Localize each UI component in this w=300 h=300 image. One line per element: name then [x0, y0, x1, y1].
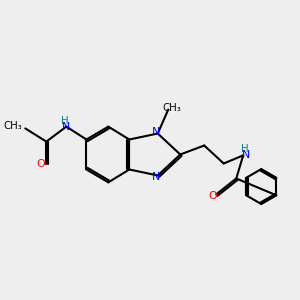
- Text: O: O: [37, 159, 45, 170]
- Text: N: N: [152, 172, 160, 182]
- Text: O: O: [208, 191, 217, 201]
- Text: H: H: [61, 116, 69, 126]
- Text: N: N: [242, 150, 250, 161]
- Text: CH₃: CH₃: [163, 103, 181, 113]
- Text: CH₃: CH₃: [4, 121, 22, 131]
- Text: N: N: [62, 122, 70, 132]
- Text: N: N: [152, 127, 160, 137]
- Text: H: H: [241, 144, 248, 154]
